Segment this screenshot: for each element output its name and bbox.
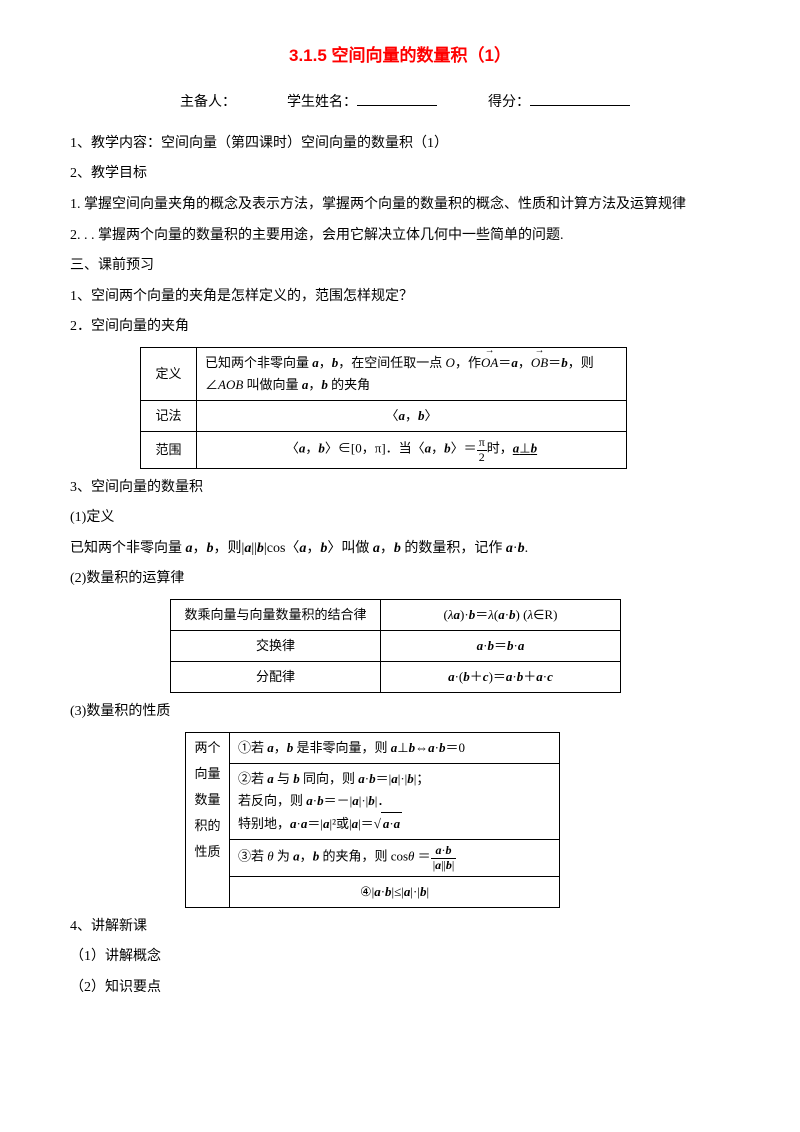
para-preview-1: 1、空间两个向量的夹角是怎样定义的，范围怎样规定？ — [70, 284, 730, 311]
t1-r3h: 范围 — [141, 432, 197, 468]
t3-r4: ④|a·b|≤|a|·|b| — [230, 876, 560, 907]
t1-r1c: 已知两个非零向量 a，b，在空间任取一点 O，作OA＝a，OB＝b，则∠AOB … — [197, 348, 627, 401]
t3-side: 两个 向量 数量 积的 性质 — [186, 732, 230, 907]
t1-r3c: 〈a，b〉∈[0，π]．当〈a，b〉＝π2时，a⊥b — [197, 432, 627, 468]
doc-title: 3.1.5 空间向量的数量积（1） — [70, 40, 730, 72]
para-def-body: 已知两个非零向量 a，b，则|a||b|cos〈a，b〉叫做 a，b 的数量积，… — [70, 536, 730, 563]
t1-r1h: 定义 — [141, 348, 197, 401]
t3-r3: ③若 θ 为 a，b 的夹角，则 cosθ ＝a·b|a||b| — [230, 840, 560, 876]
para-concept: （1）讲解概念 — [70, 944, 730, 971]
t3-r2: ②若 a 与 b 同向，则 a·b＝|a|·|b|； 若反向，则 a·b＝－|a… — [230, 764, 560, 840]
blank-student — [357, 92, 437, 106]
t2-r3c2: a·(b＋c)＝a·b＋a·c — [381, 662, 621, 693]
para-goal-2: 2. . . 掌握两个向量的数量积的主要用途，会用它解决立体几何中一些简单的问题… — [70, 223, 730, 250]
table-laws-wrap: 数乘向量与向量数量积的结合律 (λa)·b＝λ(a·b) (λ∈R) 交换律 a… — [170, 599, 730, 693]
table-angle-wrap: 定义 已知两个非零向量 a，b，在空间任取一点 O，作OA＝a，OB＝b，则∠A… — [140, 347, 730, 469]
t3-r1: ①若 a，b 是非零向量，则 a⊥b⇔a·b＝0 — [230, 732, 560, 763]
table-props: 两个 向量 数量 积的 性质 ①若 a，b 是非零向量，则 a⊥b⇔a·b＝0 … — [185, 732, 560, 908]
para-props-head: (3)数量积的性质 — [70, 699, 730, 726]
para-goal-head: 2、教学目标 — [70, 161, 730, 188]
para-def-head: (1)定义 — [70, 505, 730, 532]
table-props-wrap: 两个 向量 数量 积的 性质 ①若 a，b 是非零向量，则 a⊥b⇔a·b＝0 … — [185, 732, 730, 908]
t1-r2h: 记法 — [141, 401, 197, 432]
label-student: 学生姓名： — [287, 90, 357, 117]
t2-r3c1: 分配律 — [171, 662, 381, 693]
para-newlesson: 4、讲解新课 — [70, 914, 730, 941]
para-laws-head: (2)数量积的运算律 — [70, 566, 730, 593]
t2-r2c2: a·b＝b·a — [381, 631, 621, 662]
table-angle: 定义 已知两个非零向量 a，b，在空间任取一点 O，作OA＝a，OB＝b，则∠A… — [140, 347, 627, 469]
t2-r2c1: 交换律 — [171, 631, 381, 662]
t1-r2c: 〈a，b〉 — [197, 401, 627, 432]
para-content: 1、教学内容：空间向量（第四课时）空间向量的数量积（1） — [70, 131, 730, 158]
para-keypoints: （2）知识要点 — [70, 975, 730, 1002]
meta-row: 主备人： 学生姓名： 得分： — [70, 90, 730, 117]
blank-score — [530, 92, 630, 106]
t2-r1c1: 数乘向量与向量数量积的结合律 — [171, 600, 381, 631]
para-dotprod-head: 3、空间向量的数量积 — [70, 475, 730, 502]
table-laws: 数乘向量与向量数量积的结合律 (λa)·b＝λ(a·b) (λ∈R) 交换律 a… — [170, 599, 621, 693]
t2-r1c2: (λa)·b＝λ(a·b) (λ∈R) — [381, 600, 621, 631]
para-goal-1: 1. 掌握空间向量夹角的概念及表示方法，掌握两个向量的数量积的概念、性质和计算方… — [70, 192, 730, 219]
para-preview-2: 2．空间向量的夹角 — [70, 314, 730, 341]
para-preview-head: 三、课前预习 — [70, 253, 730, 280]
label-preparer: 主备人： — [180, 90, 236, 117]
label-score: 得分： — [488, 90, 530, 117]
